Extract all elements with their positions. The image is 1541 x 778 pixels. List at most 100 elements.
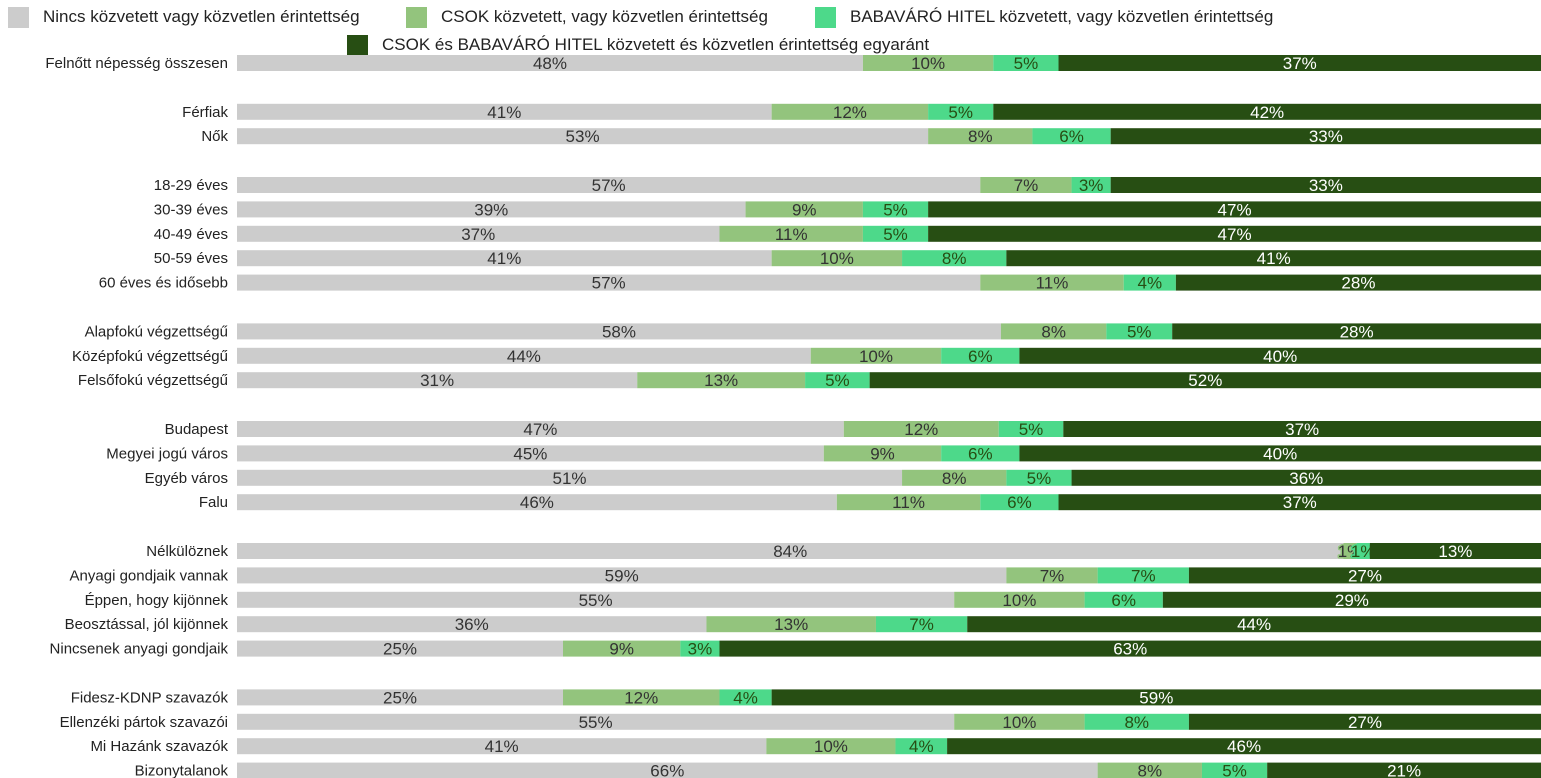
bar-segment bbox=[1063, 421, 1541, 437]
bar-segment bbox=[237, 616, 707, 633]
data-label: 5% bbox=[1019, 420, 1044, 439]
category-label: Nők bbox=[201, 128, 228, 145]
bar-segment bbox=[947, 738, 1541, 755]
data-label: 37% bbox=[1283, 493, 1317, 512]
bar-segment bbox=[875, 616, 968, 633]
data-label: 5% bbox=[1127, 322, 1152, 341]
bar-segment bbox=[1058, 494, 1541, 511]
data-label: 13% bbox=[774, 615, 808, 634]
data-label: 33% bbox=[1309, 176, 1343, 195]
data-label: 5% bbox=[948, 103, 973, 122]
bar-segment bbox=[941, 347, 1020, 364]
data-label: 33% bbox=[1309, 127, 1343, 146]
bar-segment bbox=[954, 713, 1085, 730]
bar-segment bbox=[1172, 323, 1541, 340]
bar-segment bbox=[237, 372, 638, 389]
category-label: Mi Hazánk szavazók bbox=[90, 738, 228, 755]
bar-segment bbox=[895, 738, 948, 755]
category-label: 50-59 éves bbox=[154, 250, 228, 267]
bar-segment bbox=[237, 469, 903, 486]
data-label: 47% bbox=[523, 420, 557, 439]
data-label: 13% bbox=[1438, 542, 1472, 561]
data-label: 46% bbox=[520, 493, 554, 512]
data-label: 6% bbox=[968, 444, 993, 463]
data-label: 41% bbox=[1257, 249, 1291, 268]
data-label: 8% bbox=[942, 469, 967, 488]
bar-segment bbox=[1267, 762, 1541, 778]
data-label: 10% bbox=[859, 347, 893, 366]
bar-segment bbox=[980, 177, 1072, 193]
bar-segment bbox=[237, 591, 955, 608]
bar-segment bbox=[771, 250, 903, 267]
category-label: 40-49 éves bbox=[154, 226, 228, 243]
bar-segment bbox=[1106, 323, 1173, 340]
category-label: Anyagi gondjaik vannak bbox=[70, 567, 229, 584]
data-label: 5% bbox=[1014, 54, 1039, 73]
bar-segment bbox=[869, 372, 1541, 389]
data-label: 57% bbox=[592, 274, 626, 293]
bar-segment bbox=[237, 201, 746, 218]
bar-segment bbox=[980, 494, 1059, 511]
legend-label-csok: CSOK közvetett, vagy közvetlen érintetts… bbox=[441, 7, 768, 26]
bar-segment bbox=[237, 347, 811, 364]
data-label: 37% bbox=[1283, 54, 1317, 73]
data-label: 31% bbox=[420, 371, 454, 390]
data-label: 59% bbox=[605, 566, 639, 585]
bar-segment bbox=[563, 689, 720, 706]
category-label: Beosztással, jól kijönnek bbox=[65, 616, 229, 633]
legend-swatch-no-exposure bbox=[8, 6, 29, 28]
category-label: Éppen, hogy kijönnek bbox=[85, 592, 229, 609]
data-label: 9% bbox=[870, 444, 895, 463]
bar-segment bbox=[563, 640, 681, 657]
category-label: Felsőfokú végzettségű bbox=[78, 372, 228, 389]
category-label: Megyei jogú város bbox=[106, 445, 228, 462]
category-label: Középfokú végzettségű bbox=[72, 348, 228, 365]
data-label: 6% bbox=[1007, 493, 1032, 512]
data-label: 46% bbox=[1227, 737, 1261, 756]
legend-swatch-csok bbox=[406, 6, 427, 28]
data-label: 53% bbox=[566, 127, 600, 146]
bar-segment bbox=[237, 445, 824, 462]
bar-segment bbox=[719, 225, 863, 242]
bar-segment bbox=[902, 469, 1007, 486]
legend-swatch-both bbox=[347, 34, 368, 56]
bar-segment bbox=[1188, 567, 1541, 584]
bar-segment bbox=[237, 689, 563, 706]
data-label: 10% bbox=[1002, 591, 1036, 610]
data-label: 55% bbox=[579, 713, 613, 732]
data-label: 8% bbox=[942, 249, 967, 268]
bar-segment bbox=[928, 225, 1541, 242]
bar-segment bbox=[237, 225, 720, 242]
data-label: 41% bbox=[487, 249, 521, 268]
data-label: 40% bbox=[1263, 347, 1297, 366]
bar-segment bbox=[862, 55, 994, 71]
bar-segment bbox=[1006, 250, 1541, 267]
bar-segment bbox=[771, 103, 929, 120]
bar-segment bbox=[993, 103, 1541, 120]
data-label: 7% bbox=[1040, 566, 1065, 585]
category-label: Felnőtt népesség összesen bbox=[45, 55, 228, 72]
data-label: 10% bbox=[814, 737, 848, 756]
data-label: 5% bbox=[1222, 762, 1247, 778]
data-label: 55% bbox=[579, 591, 613, 610]
bar-segment bbox=[237, 713, 955, 730]
bar-segment bbox=[237, 103, 772, 120]
bar-segment bbox=[237, 128, 929, 145]
data-label: 7% bbox=[1014, 176, 1039, 195]
bar-segment bbox=[902, 250, 1007, 267]
bar-segment bbox=[1343, 543, 1357, 559]
data-label: 41% bbox=[487, 103, 521, 122]
bar-segment bbox=[1006, 567, 1098, 584]
bar-segment bbox=[941, 445, 1020, 462]
data-label: 21% bbox=[1387, 762, 1421, 778]
bar-segment bbox=[1356, 543, 1370, 559]
bar-segment bbox=[237, 640, 563, 657]
category-label: 30-39 éves bbox=[154, 201, 228, 218]
data-label: 36% bbox=[455, 615, 489, 634]
data-label: 10% bbox=[1002, 713, 1036, 732]
bar-segment bbox=[745, 201, 863, 218]
data-label: 36% bbox=[1289, 469, 1323, 488]
data-label: 8% bbox=[1138, 762, 1163, 778]
category-label: Férfiak bbox=[182, 104, 228, 121]
